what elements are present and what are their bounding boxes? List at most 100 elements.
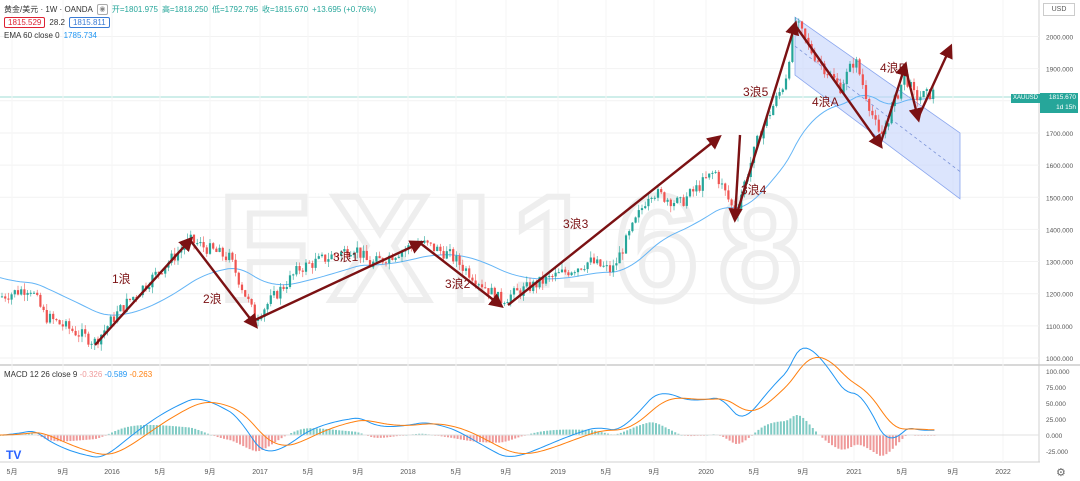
macd-histogram-bar: [872, 435, 875, 452]
macd-histogram-bar: [338, 430, 341, 435]
candle-body: [589, 257, 592, 263]
macd-label[interactable]: MACD 12 26 close 9: [4, 370, 78, 379]
macd-histogram-bar: [274, 435, 277, 443]
candle: [314, 252, 317, 271]
candle-body: [903, 74, 906, 85]
candle-body: [631, 222, 634, 232]
macd-histogram-bar: [735, 435, 737, 444]
symbol-title[interactable]: 黄金/美元 · 1W · OANDA: [4, 5, 93, 14]
candle-body: [877, 119, 880, 132]
candle: [48, 310, 52, 325]
candle: [640, 204, 644, 215]
macd-histogram-bar: [479, 435, 481, 443]
candle-body: [544, 276, 548, 284]
macd-histogram-bar: [562, 429, 565, 435]
candle: [61, 319, 64, 331]
macd-histogram-bar: [463, 435, 465, 441]
candle-body: [468, 268, 471, 278]
candle-body: [298, 266, 301, 271]
candle-body: [695, 185, 698, 192]
candle-body: [445, 251, 448, 259]
currency-selector[interactable]: USD: [1043, 3, 1075, 16]
macd-histogram-bar: [178, 426, 181, 435]
macd-histogram-bar: [722, 435, 725, 437]
macd-histogram-bar: [581, 429, 584, 435]
macd-histogram-bar: [882, 435, 885, 456]
macd-histogram-bar: [248, 435, 251, 450]
candle-body: [10, 294, 13, 300]
candle-body: [336, 255, 340, 257]
candle: [362, 245, 365, 263]
candle: [724, 182, 727, 196]
bid-price[interactable]: 1815.529: [4, 17, 46, 28]
macd-histogram-bar: [536, 432, 539, 435]
gear-icon[interactable]: ⚙: [1056, 467, 1066, 479]
macd-histogram-bar: [587, 429, 590, 435]
candle: [564, 266, 567, 275]
macd-histogram-bar: [335, 429, 337, 435]
candle-body: [548, 275, 551, 277]
candle: [55, 318, 58, 322]
tradingview-logo-icon[interactable]: TV: [6, 448, 22, 462]
macd-signal-value: -0.263: [129, 370, 153, 379]
candle-body: [666, 199, 669, 202]
candle-body: [132, 296, 135, 300]
candle-body: [4, 296, 7, 299]
macd-histogram-bar: [187, 427, 190, 435]
candle-body: [61, 324, 64, 327]
macd-axis-label: 25.000: [1046, 417, 1066, 424]
candle-body: [212, 243, 215, 249]
ask-price[interactable]: 1815.811: [68, 17, 110, 28]
candle-body: [439, 246, 442, 252]
macd-histogram-bar: [63, 435, 65, 442]
candle: [714, 170, 717, 174]
candle-body: [698, 185, 701, 191]
candle: [682, 194, 685, 207]
candle-body: [756, 135, 759, 147]
candle-body: [199, 242, 202, 244]
candle: [320, 252, 324, 258]
macd-histogram-bar: [667, 429, 670, 435]
candle: [32, 290, 36, 294]
macd-histogram-bar: [117, 429, 120, 435]
candle-body: [557, 272, 560, 274]
macd-histogram-bar: [827, 435, 830, 444]
candle: [583, 265, 586, 272]
candle-body: [640, 208, 644, 211]
candle-body: [560, 269, 564, 273]
time-axis-label: 2022: [995, 469, 1011, 476]
ema-label[interactable]: EMA 60 close 0: [4, 31, 60, 40]
candle: [832, 68, 836, 79]
time-axis-label: 9月: [58, 468, 69, 476]
macd-histogram-bar: [264, 435, 267, 449]
candle-body: [919, 97, 922, 101]
candle: [612, 259, 615, 277]
candle-body: [282, 286, 285, 290]
eye-icon[interactable]: ◉: [96, 4, 108, 15]
macd-histogram-bar: [603, 432, 606, 435]
macd-histogram-bar: [107, 433, 110, 435]
macd-histogram-bar: [235, 435, 238, 443]
candle: [720, 178, 724, 189]
macd-histogram-bar: [379, 435, 382, 438]
candle: [852, 57, 855, 74]
candle: [394, 256, 397, 263]
macd-histogram-bar: [738, 435, 741, 444]
macd-histogram-bar: [392, 435, 395, 437]
ohlc-close: 收=1815.670: [262, 5, 309, 14]
candle: [708, 173, 711, 180]
candle: [490, 283, 493, 295]
macd-axis-label: -25.000: [1046, 449, 1068, 456]
candle-body: [890, 106, 893, 124]
candle-body: [554, 272, 557, 277]
candle-body: [653, 197, 656, 199]
candle: [596, 256, 599, 265]
macd-histogram-bar: [648, 422, 651, 435]
candle-body: [452, 249, 455, 262]
macd-histogram-bar: [82, 435, 85, 441]
candle-body: [455, 255, 458, 262]
macd-histogram-bar: [331, 429, 334, 435]
macd-histogram-bar: [808, 424, 811, 435]
